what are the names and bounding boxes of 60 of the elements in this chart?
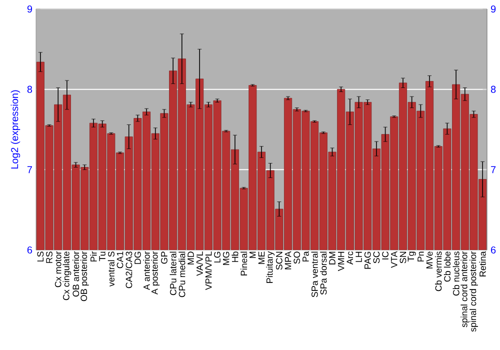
x-tick-label: VPM/VPL [205, 251, 212, 290]
x-tick-label: SPa dorsal [320, 252, 327, 295]
x-tick-label: spinal cord posterior [470, 251, 478, 332]
y-tick-label: 8 [27, 86, 32, 93]
x-tick-label: IC [382, 252, 388, 260]
x-tick-label: Pineal [240, 252, 248, 276]
x-tick-label: LH [356, 252, 362, 262]
x-tick-label: VTA [391, 251, 398, 268]
x-tick-label: MPA [284, 251, 292, 270]
x-tick-label: Pir [90, 251, 97, 262]
x-tick-label: Pituitary [266, 251, 275, 283]
x-tick-label: CA2/CA3 [126, 252, 132, 288]
x-tick-label: A anterior [143, 251, 150, 290]
x-tick-label: A posterior [151, 251, 160, 295]
x-tick-label: VMH [338, 252, 344, 272]
x-tick-label: SC [373, 252, 380, 264]
x-tick-label: CPu lateral [170, 252, 176, 296]
x-tick-label: Retina [479, 251, 486, 276]
x-tick-label: DM [329, 252, 336, 264]
x-tick-label: CPu medial [178, 252, 186, 298]
x-tick-label: DG [134, 252, 141, 264]
x-tick-label: Cb vermis [435, 252, 442, 292]
x-tick-label: LS [37, 252, 44, 262]
x-tick-label: Tu [99, 252, 106, 262]
x-tick-label: MG [222, 252, 230, 265]
y-axis-title: Log2 (expression) [10, 90, 20, 169]
x-tick-label: Cb nucleus [452, 252, 460, 296]
x-tick-label: RS [46, 252, 52, 263]
x-tick-label: LG [214, 252, 220, 262]
y-tick-label: 7 [27, 166, 32, 174]
x-tick-label: Pa [302, 251, 309, 262]
x-tick-label: CA1 [116, 252, 124, 268]
x-tick-label: ME [258, 252, 265, 264]
y-tick-label: 6 [27, 246, 32, 254]
y2-tick-label: 8 [490, 86, 496, 93]
x-tick-label: Tg [408, 252, 416, 262]
x-tick-label: MD [188, 252, 194, 264]
x-tick-label: Pn [418, 252, 424, 262]
y-tick-label: 9 [27, 5, 32, 13]
y2-tick-label: 6 [491, 246, 496, 254]
x-tick-label: SPa ventral [311, 252, 318, 298]
x-tick-label: Cb lobe [444, 252, 451, 282]
x-tick-label: Hb [232, 252, 238, 262]
x-tick-label: Cx motor [54, 251, 62, 288]
x-tick-label: Cx cingulate [62, 252, 72, 300]
x-tick-label: ventral S [108, 252, 114, 287]
x-tick-label: spinal cord anterior [460, 251, 470, 328]
x-tick-label: Arc [346, 251, 354, 265]
x-tick-label: MVe [426, 252, 433, 268]
x-tick-label: VA/VL [196, 251, 203, 276]
x-tick-label: SCN [276, 252, 282, 270]
x-tick-label: SO [294, 252, 300, 264]
x-tick-label: OB anterior [72, 251, 80, 297]
x-tick-label: SN [400, 252, 406, 264]
y2-tick-label: 7 [491, 166, 496, 174]
x-tick-label: OB posterior [80, 251, 89, 302]
y2-tick-label: 9 [490, 5, 496, 13]
x-tick-label: GP [161, 252, 168, 264]
x-tick-label: PAG [364, 252, 371, 269]
x-tick-label: M [250, 252, 256, 258]
